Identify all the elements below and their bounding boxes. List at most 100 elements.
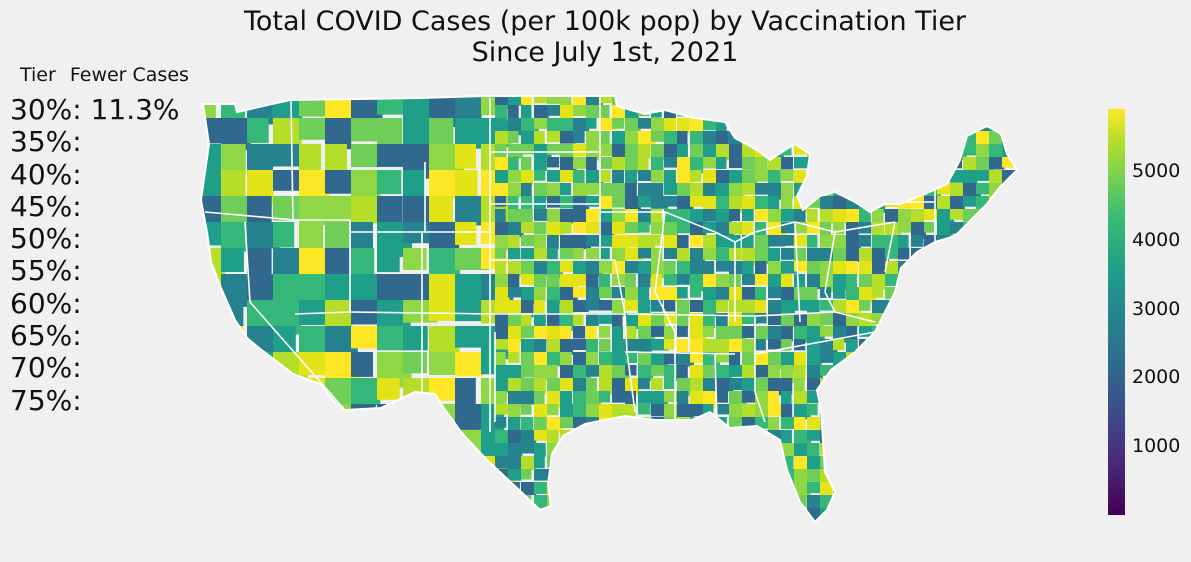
county-cell (768, 417, 779, 432)
county-cell (599, 339, 611, 352)
county-cell (846, 417, 861, 432)
county-cell (833, 235, 849, 252)
county-cell (976, 235, 988, 250)
county-cell (351, 144, 382, 168)
county-cell (521, 443, 537, 454)
county-cell (1041, 157, 1058, 169)
county-cell (1067, 495, 1075, 512)
county-cell (1054, 443, 1066, 458)
county-cell (547, 222, 564, 237)
county-cell (781, 391, 792, 406)
county-cell (1054, 378, 1070, 393)
county-cell (911, 521, 928, 522)
county-cell (599, 456, 613, 473)
county-cell (976, 378, 993, 393)
county-cell (976, 300, 992, 317)
county-cell (1015, 521, 1017, 522)
county-cell (547, 300, 560, 315)
county-cell (729, 287, 744, 303)
county-cell (534, 469, 553, 481)
county-cell (729, 495, 742, 510)
county-cell (950, 196, 965, 214)
county-cell (794, 274, 806, 290)
county-cell (716, 313, 728, 330)
county-cell (742, 261, 754, 276)
county-cell (1028, 482, 1040, 496)
county-cell (534, 96, 551, 104)
county-cell (586, 404, 600, 418)
county-cell (963, 482, 976, 494)
county-cell (820, 118, 832, 131)
county-cell (937, 352, 952, 364)
county-cell (560, 209, 577, 224)
county-cell (924, 131, 937, 146)
county-cell (677, 430, 694, 447)
county-cell (950, 365, 964, 376)
county-cell (872, 482, 883, 497)
county-cell (781, 521, 795, 522)
county-cell (1067, 365, 1075, 383)
county-cell (976, 222, 994, 240)
county-cell (1041, 235, 1058, 250)
county-cell (651, 521, 668, 522)
county-cell (989, 157, 1005, 170)
county-cell (963, 326, 974, 340)
county-cell (742, 391, 756, 403)
county-cell (898, 222, 915, 233)
county-cell (859, 261, 872, 275)
county-cell (534, 430, 548, 441)
county-cell (677, 391, 689, 407)
county-cell (638, 96, 654, 109)
county-cell (885, 339, 902, 352)
county-cell (586, 287, 601, 304)
county-cell (612, 404, 626, 419)
county-cell (690, 378, 704, 392)
county-cell (651, 365, 665, 376)
county-cell (768, 235, 786, 247)
county-cell (898, 352, 911, 366)
county-cell (690, 287, 702, 298)
county-cell (573, 482, 589, 497)
county-cell (508, 287, 524, 298)
county-cell (403, 352, 427, 374)
county-cell (833, 430, 848, 446)
county-cell (807, 209, 818, 227)
county-cell (586, 118, 597, 129)
county-cell (612, 508, 626, 522)
county-cell (1054, 274, 1069, 291)
county-cell (885, 157, 903, 170)
county-cell (677, 456, 690, 475)
county-cell (521, 521, 535, 522)
county-cell (547, 430, 559, 447)
county-cell (781, 326, 793, 342)
county-cell (872, 443, 888, 458)
county-cell (495, 261, 506, 275)
county-cell (599, 274, 611, 289)
county-cell (820, 313, 836, 326)
county-cell (534, 313, 546, 327)
county-cell (1054, 170, 1066, 188)
county-cell (846, 248, 862, 262)
tier-row: 40%: (10, 158, 180, 191)
county-cell (989, 235, 1006, 250)
county-cell (1028, 131, 1041, 146)
county-cell (924, 170, 940, 183)
county-cell (521, 391, 535, 405)
county-cell (742, 313, 758, 324)
county-cell (729, 209, 740, 221)
county-cell (677, 482, 692, 498)
county-cell (976, 443, 992, 458)
county-cell (1054, 118, 1070, 134)
county-cell (664, 339, 676, 350)
county-cell (963, 391, 979, 408)
county-cell (885, 131, 900, 150)
county-cell (716, 300, 729, 312)
county-cell (859, 443, 877, 460)
county-cell (677, 365, 688, 379)
county-cell (599, 313, 615, 324)
county-cell (547, 105, 565, 116)
county-cell (846, 521, 857, 522)
county-cell (1054, 209, 1071, 222)
county-cell (950, 261, 965, 275)
county-cell (833, 495, 847, 511)
